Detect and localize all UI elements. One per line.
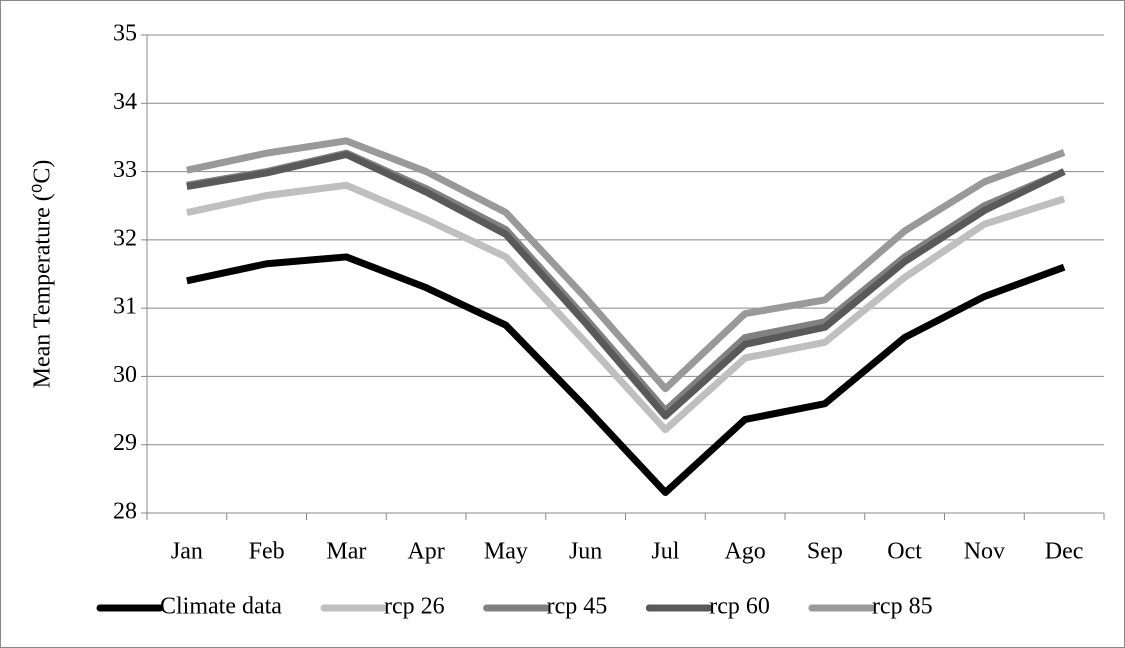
legend-label: Climate data	[160, 594, 282, 620]
x-tick-label: Apr	[407, 539, 444, 565]
x-tick-label: May	[484, 539, 528, 565]
legend-label: rcp 45	[547, 594, 608, 620]
x-tick-label: Sep	[807, 539, 843, 565]
y-axis-title: Mean Temperature (⁰C)	[30, 160, 56, 389]
y-tick-label: 35	[113, 21, 137, 47]
x-tick-label: Feb	[249, 539, 285, 565]
y-tick-label: 28	[113, 499, 137, 525]
x-tick-label: Mar	[326, 539, 366, 565]
series-line	[186, 137, 1066, 393]
legend-label: rcp 26	[384, 594, 445, 620]
y-tick-label: 32	[113, 225, 137, 251]
legend-label: rcp 60	[709, 594, 770, 620]
x-tick-label: Jan	[171, 539, 203, 565]
x-tick-label: Jul	[651, 539, 679, 565]
y-tick-label: 31	[113, 294, 137, 320]
y-tick-label: 33	[113, 157, 137, 183]
x-tick-label: Jun	[569, 539, 602, 565]
series-line	[186, 151, 1066, 420]
series-line	[186, 253, 1066, 497]
x-tick-label: Ago	[724, 539, 765, 565]
y-tick-label: 30	[113, 362, 137, 388]
x-tick-label: Nov	[964, 539, 1005, 565]
series-line	[186, 181, 1066, 434]
x-tick-label: Oct	[887, 539, 922, 565]
x-tick-label: Dec	[1045, 539, 1084, 565]
y-tick-label: 34	[113, 89, 137, 115]
legend-label: rcp 85	[872, 594, 933, 620]
y-tick-label: 29	[113, 430, 137, 456]
